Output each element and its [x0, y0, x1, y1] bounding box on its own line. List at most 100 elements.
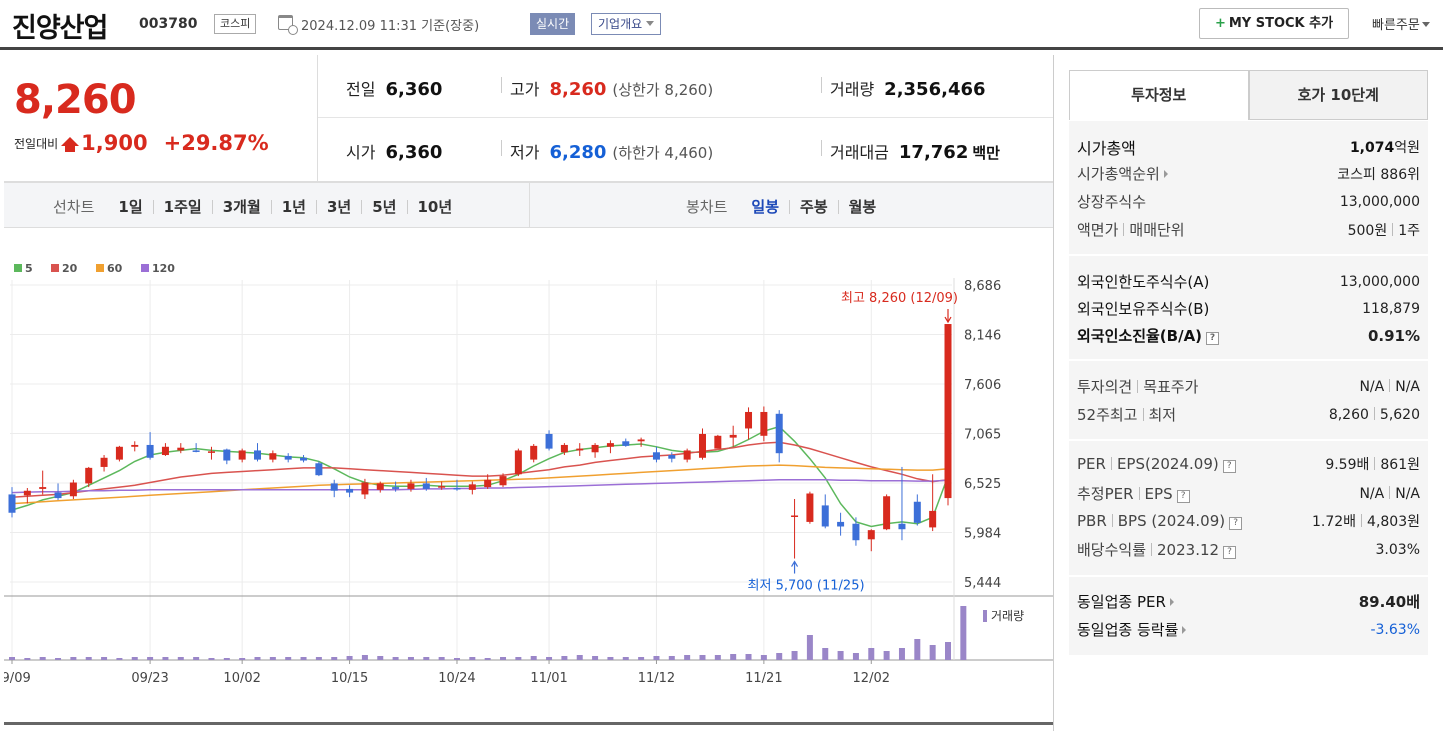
ma-line-60	[11, 464, 949, 505]
info-table: 시가총액 1,074억원 시가총액순위 코스피 886위 상장주식수 13,00…	[1069, 121, 1428, 655]
listed-shares-label: 상장주식수	[1077, 193, 1147, 211]
period-1y[interactable]: 1년	[270, 199, 316, 214]
y-tick-label: 5,444	[964, 576, 1001, 591]
candle-weekly[interactable]: 주봉	[789, 199, 838, 214]
per-row: PER EPS(2024.09)? 9.59배 861원	[1077, 454, 1420, 474]
volume-bar	[852, 653, 859, 660]
triangle-right-icon	[1169, 598, 1174, 606]
foreign-limit-row: 외국인한도주식수(A) 13,000,000	[1077, 271, 1420, 292]
stock-name: 진양산업	[12, 13, 108, 44]
divider	[821, 140, 822, 156]
min-price-annotation: 최저 5,700 (11/25)	[748, 579, 865, 594]
candle-body	[146, 444, 154, 458]
candle-body	[468, 484, 476, 490]
volume-bar	[407, 657, 414, 660]
help-icon[interactable]: ?	[1222, 460, 1236, 473]
candle-monthly[interactable]: 월봉	[837, 199, 887, 214]
volume-bar	[730, 654, 737, 660]
volume-bar	[285, 657, 292, 660]
candle-body	[100, 457, 108, 467]
candle-daily[interactable]: 일봉	[751, 197, 780, 216]
sector-change-link[interactable]: 동일업종 등락률	[1077, 619, 1187, 640]
company-overview-dropdown[interactable]: 기업개요	[591, 13, 662, 35]
tab-investment-info[interactable]: 투자정보	[1069, 70, 1249, 120]
help-icon[interactable]: ?	[1206, 332, 1220, 345]
face-value-label: 액면가	[1077, 221, 1119, 239]
week52-row: 52주최고 최저 8,260 5,620	[1077, 404, 1420, 425]
candle-chart-label: 봉차트	[686, 198, 728, 216]
opinion-label: 투자의견	[1077, 378, 1133, 396]
legend-swatch	[96, 264, 104, 272]
volume-bar	[745, 654, 752, 660]
chart-period-bar: 선차트 1일 1주일 3개월 1년 3년 5년 10년 봉차트 일봉 주봉 월봉	[4, 182, 1053, 228]
candle-body	[837, 521, 845, 527]
candle-body	[23, 490, 31, 496]
candle-body	[330, 483, 338, 491]
price-chart[interactable]: 5 20 60 120 8,686 8,146 7,606 7,065 6,525 5,984 5,…	[4, 228, 1053, 728]
caret-down-icon	[646, 21, 655, 26]
y-tick-label: 5,984	[964, 527, 1001, 542]
company-overview-label: 기업개요	[598, 17, 643, 31]
sector-per-link[interactable]: 동일업종 PER	[1077, 591, 1174, 612]
divider	[821, 77, 822, 93]
open-cell: 시가 6,360	[346, 139, 442, 163]
period-3m[interactable]: 3개월	[211, 199, 271, 214]
market-cap-rank-row: 시가총액순위 코스피 886위	[1077, 163, 1420, 184]
market-cap-rank-link[interactable]: 시가총액순위	[1077, 163, 1168, 184]
candle-body	[806, 493, 814, 522]
est-eps-label: EPS	[1144, 485, 1173, 503]
calendar-clock-icon	[278, 15, 298, 35]
realtime-button[interactable]: 실시간	[530, 13, 576, 35]
volume-bar	[392, 657, 399, 660]
candle-body	[407, 483, 415, 489]
divider	[1361, 514, 1363, 527]
candle-body	[392, 487, 400, 489]
triangle-right-icon	[1182, 626, 1187, 634]
candle-body	[361, 482, 369, 495]
max-arrowhead-icon	[944, 316, 952, 324]
candle-body	[821, 505, 829, 527]
candle-body	[161, 446, 169, 456]
candle-body	[545, 433, 553, 449]
est-per-label: 추정PER	[1077, 485, 1134, 503]
candle-body	[775, 413, 783, 454]
plus-icon: +	[1214, 16, 1226, 31]
volume-bar	[39, 657, 46, 660]
low-value: 6,280	[549, 142, 607, 163]
help-icon[interactable]: ?	[1229, 517, 1243, 530]
volume-bar	[131, 657, 138, 660]
pbr-label-group: PBR BPS (2024.09)?	[1077, 512, 1243, 530]
candle-body	[269, 453, 277, 460]
period-10y[interactable]: 10년	[406, 199, 463, 214]
sector-change-row: 동일업종 등락률 -3.63%	[1077, 619, 1420, 640]
line-chart-label: 선차트	[53, 198, 95, 216]
stats-row: 시가 6,360 저가 6,280 (하한가 4,460) 거래대금 17,76…	[318, 118, 1054, 181]
foreign-limit-value: 13,000,000	[1339, 273, 1420, 290]
period-3y[interactable]: 3년	[316, 199, 361, 214]
period-5y[interactable]: 5년	[361, 199, 406, 214]
triangle-right-icon	[1163, 170, 1168, 178]
add-mystock-button[interactable]: + MY STOCK 추가	[1199, 8, 1349, 39]
volume-bar	[269, 657, 276, 660]
volume-bar	[377, 656, 384, 660]
divider	[1151, 543, 1153, 556]
candle-body	[668, 455, 676, 459]
candle-body	[714, 435, 722, 449]
legend-label: 120	[152, 262, 175, 275]
tab-orderbook-10[interactable]: 호가 10단계	[1248, 70, 1428, 120]
period-1w[interactable]: 1주일	[152, 199, 212, 214]
period-1d[interactable]: 1일	[118, 197, 143, 216]
volume-bar	[883, 651, 890, 660]
help-icon[interactable]: ?	[1176, 490, 1190, 503]
quick-order-dropdown[interactable]: 빠른주문	[1372, 14, 1430, 33]
stock-code: 003780	[139, 16, 198, 32]
candle-body	[422, 483, 430, 489]
legend-label: 20	[62, 262, 78, 275]
est-per-value-group: N/A N/A	[1359, 485, 1420, 502]
add-mystock-label: MY STOCK 추가	[1228, 16, 1334, 31]
help-icon[interactable]: ?	[1223, 546, 1237, 559]
volume-bar	[423, 657, 430, 660]
dividend-row: 배당수익률 2023.12? 3.03%	[1077, 539, 1420, 560]
ma-line-20	[11, 441, 949, 498]
est-eps-value: N/A	[1395, 485, 1420, 502]
